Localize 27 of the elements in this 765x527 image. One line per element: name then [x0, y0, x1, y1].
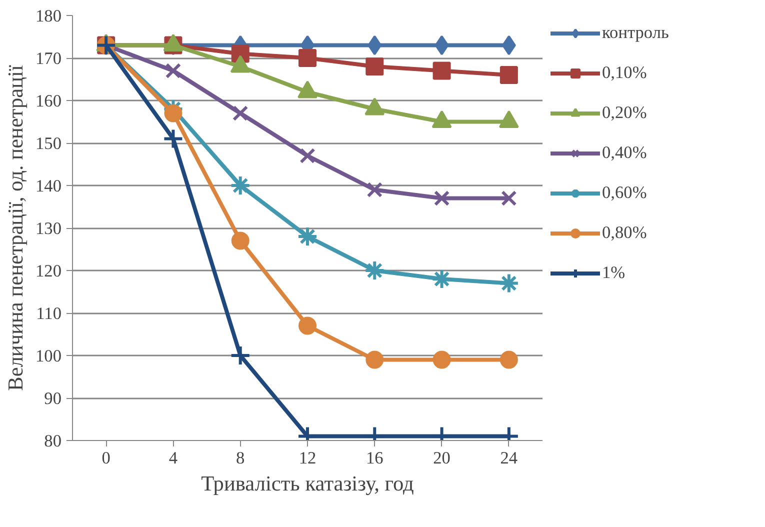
- x-tick-label: 20: [433, 448, 450, 468]
- x-tick-label: 16: [366, 448, 384, 468]
- y-tick-label: 180: [36, 6, 62, 26]
- x-tick-label: 8: [236, 448, 245, 468]
- y-tick-label: 120: [36, 262, 62, 280]
- y-tick-label: 130: [36, 219, 62, 238]
- y-tick-label: 170: [36, 49, 62, 68]
- legend-label: 0,40%: [602, 143, 647, 163]
- y-tick-label: 100: [36, 346, 62, 366]
- legend-label: 1%: [602, 263, 626, 283]
- y-axis-title: Величина пенетрації, од. пенетрації: [4, 65, 28, 391]
- legend-label: 0,10%: [602, 63, 647, 83]
- x-tick-label: 4: [168, 448, 178, 468]
- legend-label: 0,20%: [602, 103, 647, 123]
- y-tick-label: 140: [36, 176, 62, 196]
- y-tick-label: 80: [44, 432, 62, 450]
- y-tick-label: 160: [36, 92, 62, 110]
- legend-label: 0,60%: [602, 183, 647, 203]
- x-tick-label: 0: [102, 448, 110, 468]
- y-tick-label: 90: [44, 389, 62, 408]
- x-tick-label: 12: [298, 448, 316, 468]
- legend-label: 0,80%: [602, 223, 647, 243]
- y-tick-label: 150: [36, 134, 62, 153]
- x-axis-title: Тривалість катазізу, год: [201, 472, 414, 496]
- x-tick-label: 24: [500, 448, 518, 468]
- y-tick-label: 110: [36, 304, 62, 323]
- legend-label: контроль: [602, 23, 669, 43]
